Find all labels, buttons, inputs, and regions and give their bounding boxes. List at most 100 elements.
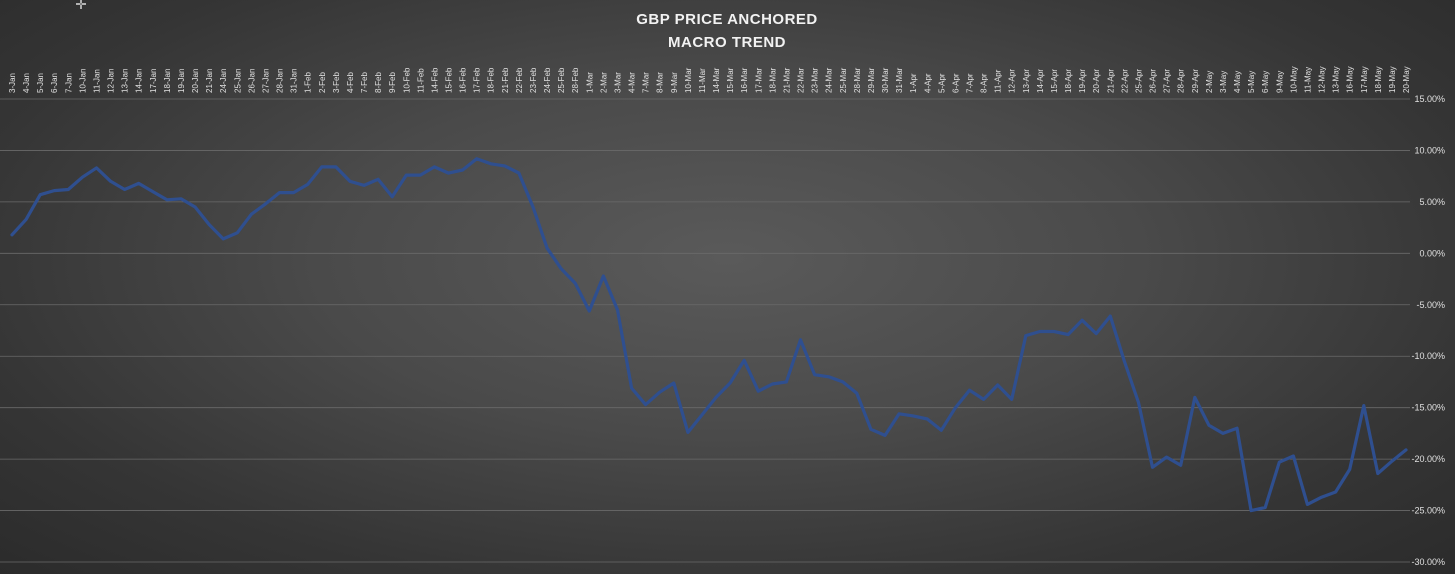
y-axis-labels: 15.00% 10.00% 5.00% 0.00% -5.00% -10.00% -15.0… (1411, 94, 1445, 567)
x-tick-label: 27-Jan (261, 69, 270, 93)
x-tick-label: 10-Feb (402, 67, 411, 93)
x-tick-label: 4-May (1233, 71, 1242, 93)
x-tick-label: 1-Feb (304, 72, 313, 93)
x-tick-label: 2-Feb (318, 72, 327, 93)
x-tick-label: 14-Feb (430, 67, 439, 93)
y-tick-label: 5.00% (1419, 197, 1445, 207)
x-tick-label: 17-Jan (149, 69, 158, 93)
x-tick-label: 1-Mar (585, 72, 594, 93)
x-tick-label: 1-Apr (909, 73, 918, 93)
x-tick-label: 21-Feb (501, 67, 510, 93)
x-tick-label: 9-Feb (388, 72, 397, 93)
x-tick-label: 5-Jan (36, 73, 45, 93)
x-tick-label: 20-Jan (191, 69, 200, 93)
x-tick-label: 8-Apr (980, 73, 989, 93)
x-tick-label: 6-Apr (951, 73, 960, 93)
x-tick-label: 18-Jan (163, 69, 172, 93)
x-tick-label: 19-Jan (177, 69, 186, 93)
x-tick-label: 22-Feb (515, 67, 524, 93)
x-tick-label: 16-Mar (740, 67, 749, 93)
x-tick-label: 31-Jan (290, 69, 299, 93)
x-tick-label: 14-Mar (712, 67, 721, 93)
x-tick-label: 20-Apr (1092, 69, 1101, 93)
x-tick-label: 21-Mar (782, 67, 791, 93)
x-tick-label: 23-Mar (811, 67, 820, 93)
x-tick-label: 23-Feb (529, 67, 538, 93)
x-tick-label: 31-Mar (895, 67, 904, 93)
y-tick-label: -15.00% (1411, 403, 1445, 413)
x-tick-label: 11-May (1303, 67, 1312, 93)
x-tick-label: 18-Apr (1064, 69, 1073, 93)
x-tick-label: 12-May (1318, 66, 1327, 93)
x-axis-labels: 3-Jan 4-Jan 5-Jan 6-Jan 7-Jan 10-Jan 11-Jan 12-… (8, 66, 1411, 93)
x-tick-label: 12-Apr (1008, 69, 1017, 93)
x-tick-label: 29-Mar (867, 67, 876, 93)
x-tick-label: 28-Apr (1177, 69, 1186, 93)
x-tick-label: 27-Apr (1163, 69, 1172, 93)
y-tick-label: -20.00% (1411, 454, 1445, 464)
x-tick-label: 29-Apr (1191, 69, 1200, 93)
x-tick-label: 3-Mar (613, 72, 622, 93)
x-tick-label: 16-Feb (459, 67, 468, 93)
y-tick-label: -30.00% (1411, 557, 1445, 567)
x-tick-label: 18-Mar (768, 67, 777, 93)
x-tick-label: 10-Jan (78, 69, 87, 93)
x-tick-label: 28-Mar (853, 67, 862, 93)
x-tick-label: 3-Feb (332, 72, 341, 93)
x-tick-label: 14-Apr (1036, 69, 1045, 93)
x-tick-label: 8-Feb (374, 72, 383, 93)
x-tick-label: 10-May (1289, 66, 1298, 93)
x-tick-label: 9-May (1275, 71, 1284, 93)
x-tick-label: 5-May (1247, 71, 1256, 93)
x-tick-label: 26-Jan (247, 69, 256, 93)
x-tick-label: 30-Mar (881, 67, 890, 93)
y-tick-label: -5.00% (1416, 300, 1445, 310)
x-tick-label: 22-Mar (797, 67, 806, 93)
x-tick-label: 15-Apr (1050, 69, 1059, 93)
x-tick-label: 16-May (1346, 66, 1355, 93)
x-tick-label: 21-Apr (1106, 69, 1115, 93)
y-tick-label: -10.00% (1411, 351, 1445, 361)
x-tick-label: 11-Apr (994, 69, 1003, 93)
x-tick-label: 7-Jan (64, 73, 73, 93)
x-tick-label: 4-Feb (346, 72, 355, 93)
x-tick-label: 17-Mar (754, 67, 763, 93)
x-tick-label: 11-Mar (698, 68, 707, 93)
x-tick-label: 15-Feb (445, 67, 454, 93)
x-tick-label: 6-May (1261, 71, 1270, 93)
x-tick-label: 11-Jan (92, 69, 101, 93)
x-tick-label: 8-Mar (656, 72, 665, 93)
x-tick-label: 7-Apr (965, 73, 974, 93)
x-tick-label: 28-Feb (571, 67, 580, 93)
x-tick-label: 13-Apr (1022, 69, 1031, 93)
series-line (10, 157, 1408, 513)
x-tick-label: 17-Feb (473, 67, 482, 93)
x-tick-label: 4-Mar (628, 72, 637, 93)
x-tick-label: 25-Apr (1134, 69, 1143, 93)
x-tick-label: 10-Mar (684, 67, 693, 93)
x-tick-label: 21-Jan (205, 69, 214, 93)
x-tick-label: 11-Feb (416, 68, 425, 93)
x-tick-label: 17-May (1360, 66, 1369, 93)
x-tick-label: 19-Apr (1078, 69, 1087, 93)
x-tick-label: 18-May (1374, 66, 1383, 93)
x-tick-label: 13-Jan (121, 69, 130, 93)
x-tick-label: 4-Apr (923, 73, 932, 93)
y-tick-label: -25.00% (1411, 506, 1445, 516)
x-tick-label: 2-Mar (599, 72, 608, 93)
y-tick-label: 10.00% (1414, 145, 1445, 155)
x-tick-label: 14-Jan (135, 69, 144, 93)
x-tick-label: 12-Jan (107, 69, 116, 93)
x-tick-label: 9-Mar (670, 72, 679, 93)
x-tick-label: 15-Mar (726, 67, 735, 93)
x-tick-label: 13-May (1332, 66, 1341, 93)
series-line-layer (10, 157, 1408, 513)
x-tick-label: 3-Jan (8, 73, 17, 93)
x-tick-label: 20-May (1402, 66, 1411, 93)
x-tick-label: 2-May (1205, 71, 1214, 93)
y-tick-label: 15.00% (1414, 94, 1445, 104)
x-tick-label: 7-Mar (642, 72, 651, 93)
x-tick-label: 19-May (1388, 66, 1397, 93)
y-tick-label: 0.00% (1419, 248, 1445, 258)
